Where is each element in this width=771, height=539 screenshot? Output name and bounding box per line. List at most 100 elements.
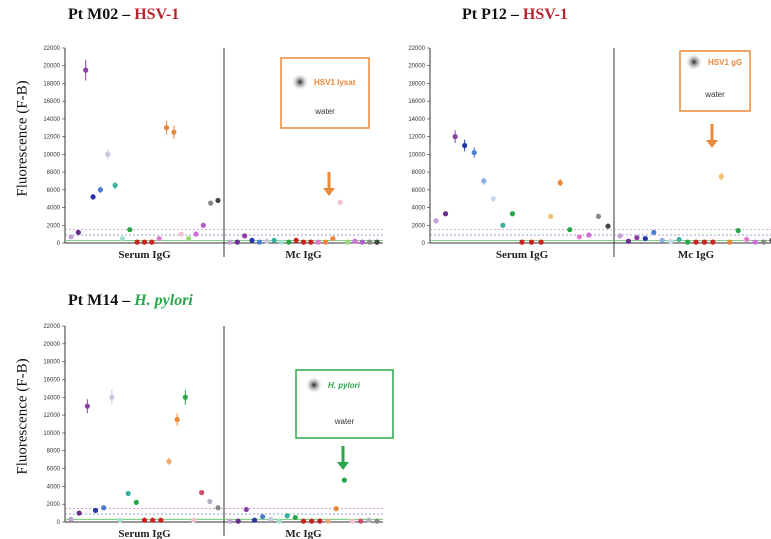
group-label: Serum IgG (118, 249, 171, 261)
data-point (97, 187, 103, 193)
data-point (90, 194, 96, 200)
data-point (548, 213, 554, 220)
highlight-arrow-head (323, 188, 335, 196)
inset-border (280, 57, 370, 129)
y-tick-label: 6000 (47, 467, 61, 473)
data-point (333, 506, 339, 512)
data-point (349, 518, 356, 524)
panel-2-title: Pt P12 – HSV-1 (462, 6, 568, 24)
data-point (200, 222, 206, 228)
y-tick-label: 20000 (43, 342, 60, 348)
panel-1-pathogen: HSV-1 (134, 6, 180, 23)
y-tick-label: 16000 (408, 99, 425, 105)
inset-box: HSV1 gG water (679, 50, 751, 112)
y-tick-label: 2000 (412, 223, 426, 229)
data-point (659, 237, 665, 243)
data-point (345, 239, 351, 245)
data-point (284, 513, 290, 519)
y-tick-label: 4000 (412, 206, 426, 212)
data-point (337, 199, 343, 205)
data-point (109, 394, 115, 400)
data-point (278, 239, 285, 245)
y-tick-label: 8000 (47, 449, 61, 455)
data-point (125, 490, 131, 497)
data-point (471, 149, 477, 156)
data-point (293, 237, 299, 243)
data-point (500, 222, 506, 228)
inset-water-label: water (314, 107, 335, 116)
data-point (227, 518, 233, 524)
data-point (101, 505, 107, 511)
y-tick-label: 14000 (43, 117, 60, 123)
data-point (676, 236, 682, 243)
data-point (642, 235, 648, 242)
data-point (684, 239, 691, 245)
data-point (208, 200, 214, 206)
data-point (617, 233, 623, 239)
data-point (528, 239, 535, 245)
data-point (234, 239, 240, 245)
panel-3-title: Pt M14 – H. pylori (68, 292, 193, 310)
data-point (83, 67, 89, 73)
data-point (605, 223, 611, 229)
data-point (171, 129, 177, 135)
y-tick-label: 14000 (43, 395, 60, 401)
y-tick-label: 2000 (47, 223, 61, 229)
group-label: Mc IgG (285, 528, 322, 539)
y-tick-label: 22000 (43, 324, 60, 330)
data-point (701, 239, 708, 245)
data-point (76, 510, 82, 516)
y-tick-label: 18000 (43, 360, 60, 366)
inset-box: HSV1 lysat water (280, 57, 370, 129)
data-point (149, 239, 155, 245)
data-point (150, 517, 156, 523)
data-point (442, 211, 449, 217)
data-point (567, 227, 573, 233)
data-point (182, 394, 188, 400)
data-point (352, 238, 358, 244)
data-point (315, 239, 321, 245)
y-tick-label: 2000 (47, 502, 61, 508)
group-label: Serum IgG (118, 528, 171, 539)
group-label: Mc IgG (285, 249, 322, 261)
data-point (105, 151, 111, 157)
inset-box: H. pylori water (295, 369, 394, 439)
data-point (190, 517, 197, 523)
data-point (760, 239, 767, 245)
panel-1-title: Pt M02 – HSV-1 (68, 6, 179, 24)
inset-water-label: water (704, 90, 725, 99)
y-tick-label: 8000 (47, 170, 61, 176)
panel-1-title-prefix: Pt M02 – (68, 6, 135, 23)
data-point (490, 196, 496, 202)
chart-panel-2: 0 2000 4000 6000 8000 10000 12000 14000 16000 180… (408, 46, 771, 261)
y-tick-label: 18000 (43, 81, 60, 87)
data-point (433, 218, 439, 224)
y-tick-label: 6000 (412, 188, 426, 194)
panel-2-title-prefix: Pt P12 – (462, 6, 523, 23)
data-point (735, 227, 741, 234)
y-tick-label: 12000 (43, 413, 60, 419)
data-point (141, 517, 148, 523)
data-point (509, 211, 516, 217)
data-point (595, 213, 602, 220)
data-point (300, 518, 307, 524)
panel-2-pathogen: HSV-1 (522, 6, 568, 23)
data-point (134, 239, 140, 245)
y-tick-label: 20000 (408, 64, 425, 70)
data-point (330, 235, 336, 242)
y-tick-label: 0 (422, 241, 426, 247)
data-point (309, 518, 315, 524)
inset-antigen-label: HSV1 gG (708, 58, 742, 67)
data-point (710, 239, 716, 245)
y-tick-label: 14000 (408, 117, 425, 123)
data-point (156, 235, 162, 242)
data-point (68, 234, 74, 240)
y-tick-label: 22000 (408, 46, 425, 52)
data-point (300, 239, 307, 245)
data-point (452, 134, 458, 140)
data-point (308, 239, 314, 245)
data-point (199, 490, 205, 496)
chart-panel-1: 0 2000 4000 6000 8000 10000 12000 14000 16000 180… (43, 46, 383, 261)
